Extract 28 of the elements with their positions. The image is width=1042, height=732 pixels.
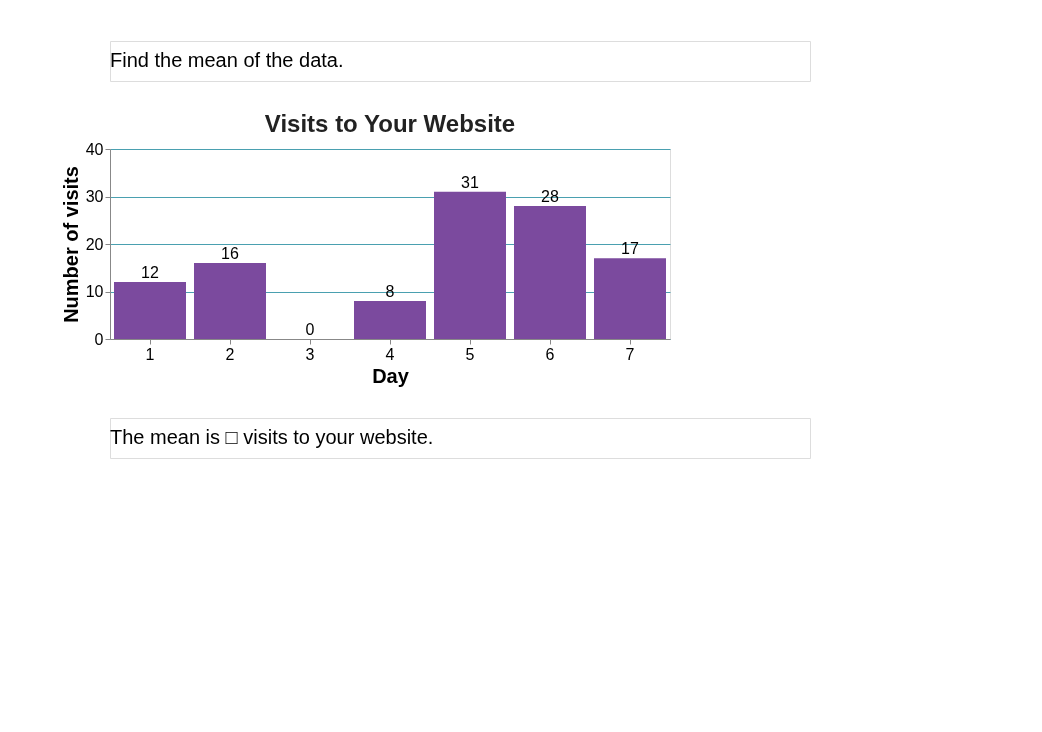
data-label: 17 [621, 240, 639, 258]
x-tick-label: 2 [225, 345, 235, 363]
x-axis-title: Day [372, 364, 410, 387]
y-tick-label: 30 [85, 188, 104, 205]
y-axis-title: Number of visits [59, 166, 82, 323]
chart-title: Visits to Your Website [264, 110, 516, 137]
bar [354, 301, 426, 339]
bar [194, 263, 266, 339]
text: The mean is □ visits to your website. [110, 426, 434, 448]
x-tick-label: 5 [465, 345, 475, 363]
y-tick-label: 0 [94, 330, 104, 348]
y-tick-label: 40 [85, 140, 104, 158]
data-label: 16 [221, 245, 239, 262]
bar [114, 282, 186, 339]
x-tick-label: 6 [545, 345, 555, 363]
data-label: 31 [461, 173, 479, 191]
text: Find the mean of the data. [110, 49, 344, 71]
data-label: 0 [305, 321, 315, 338]
data-label: 12 [141, 264, 159, 281]
y-tick-label: 10 [85, 283, 104, 300]
x-tick-label: 1 [145, 345, 155, 363]
y-tick-label: 20 [85, 235, 104, 253]
bar [434, 191, 506, 339]
x-tick-label: 3 [305, 345, 315, 363]
bar [514, 206, 586, 339]
x-tick-label: 4 [385, 345, 395, 363]
bar [594, 258, 666, 339]
x-tick-label: 7 [625, 345, 635, 363]
